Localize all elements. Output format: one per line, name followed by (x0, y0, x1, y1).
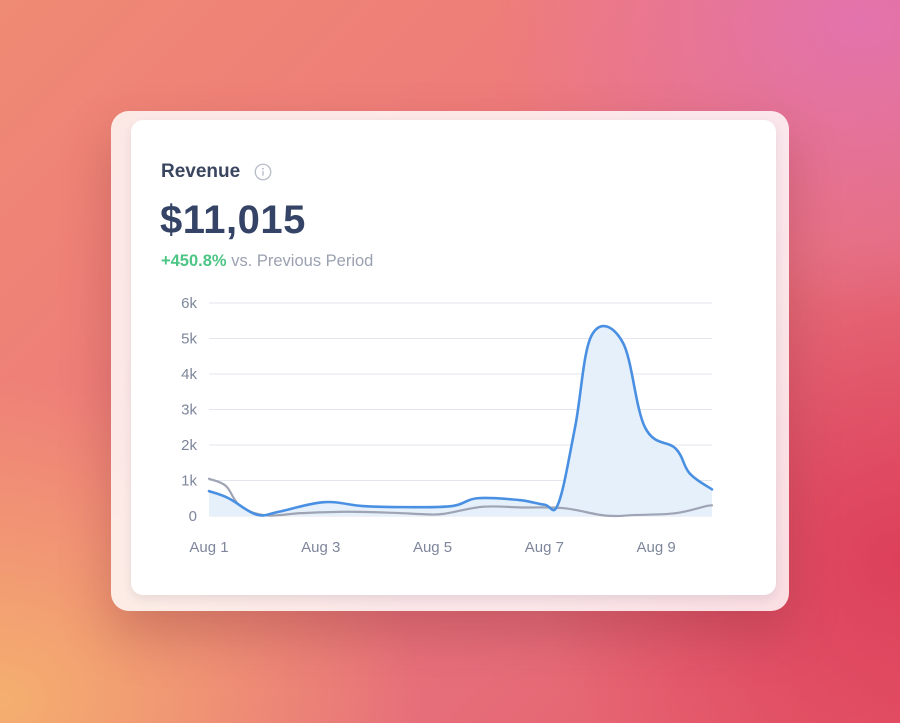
card-header: Revenue (161, 160, 272, 184)
y-tick-label: 6k (181, 295, 197, 312)
x-tick-label: Aug 1 (189, 539, 228, 556)
x-tick-label: Aug 7 (525, 539, 564, 556)
revenue-card-frame: Revenue $11,015 +450.8% vs. Previous Per… (111, 111, 789, 611)
change-comparison-label: vs. Previous Period (231, 252, 374, 270)
y-tick-label: 5k (181, 331, 197, 348)
card-title: Revenue (161, 161, 241, 182)
x-axis-labels: Aug 1 Aug 3 Aug 5 Aug 7 Aug 9 (189, 539, 675, 556)
x-tick-label: Aug 5 (413, 539, 452, 556)
info-icon[interactable] (254, 163, 272, 181)
change-percentage: +450.8% (161, 252, 227, 270)
change-summary: +450.8% vs. Previous Period (161, 252, 373, 271)
y-tick-label: 3k (181, 402, 197, 419)
y-axis-labels: 0 1k 2k 3k 4k 5k 6k (181, 295, 197, 525)
revenue-chart: 0 1k 2k 3k 4k 5k 6k Aug 1 Aug 3 Aug 5 Aug 7 Aug 9 (181, 295, 714, 556)
chart-series (207, 324, 714, 518)
x-tick-label: Aug 3 (301, 539, 340, 556)
y-tick-label: 0 (189, 508, 197, 525)
revenue-card: Revenue $11,015 +450.8% vs. Previous Per… (131, 120, 776, 595)
revenue-amount: $11,015 (160, 198, 306, 242)
x-tick-label: Aug 9 (637, 539, 676, 556)
y-tick-label: 4k (181, 366, 197, 383)
y-tick-label: 1k (181, 473, 197, 490)
current-period-area (209, 326, 712, 516)
current-period-line (207, 324, 714, 517)
y-tick-label: 2k (181, 437, 197, 454)
